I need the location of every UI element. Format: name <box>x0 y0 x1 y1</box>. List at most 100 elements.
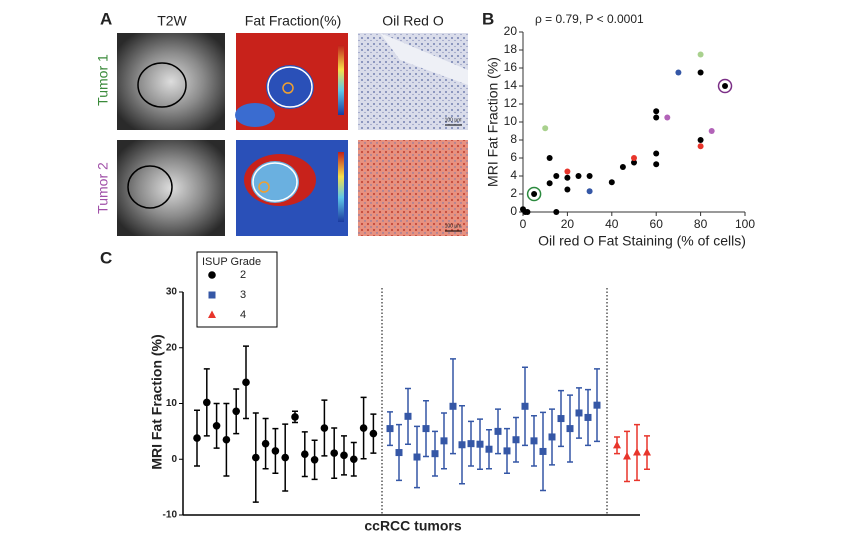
y-tick-label: 10 <box>166 398 178 409</box>
marker <box>530 437 538 445</box>
marker <box>203 398 211 407</box>
marker <box>566 425 574 433</box>
y-tick-label: 18 <box>504 42 518 56</box>
marker <box>208 310 216 318</box>
y-tick-label: 0 <box>171 454 177 465</box>
y-axis-label: MRI Fat Fraction (%) <box>149 334 165 469</box>
point <box>546 180 553 187</box>
panel-label: B <box>482 9 494 28</box>
marker <box>212 422 221 430</box>
row-label: Tumor 1 <box>95 54 111 106</box>
x-tick-label: 40 <box>605 217 619 231</box>
marker <box>404 412 412 420</box>
t2w-image <box>117 33 225 130</box>
point <box>553 209 560 215</box>
point <box>564 168 571 175</box>
y-axis-label: MRI Fat Fraction (%) <box>485 57 501 187</box>
point <box>586 188 593 195</box>
x-tick-label: 0 <box>520 217 527 231</box>
marker <box>208 271 216 279</box>
marker <box>575 409 583 417</box>
column-header: Fat Fraction(%) <box>245 13 341 29</box>
point <box>722 83 729 89</box>
point <box>608 179 615 186</box>
roi-outline <box>258 181 270 193</box>
t2w-image <box>117 140 225 236</box>
point <box>708 128 715 134</box>
marker <box>271 447 280 455</box>
oil-red-image <box>358 140 468 236</box>
y-tick-label: 20 <box>504 24 518 38</box>
y-tick-label: 6 <box>510 150 517 164</box>
x-tick-label: 100 <box>735 217 755 231</box>
y-tick-label: -10 <box>163 510 178 521</box>
marker <box>193 434 201 442</box>
marker <box>431 450 439 458</box>
x-axis-label: ccRCC tumors <box>364 518 461 534</box>
legend-label: 3 <box>240 289 246 301</box>
map-blob <box>251 161 299 203</box>
point <box>631 155 637 161</box>
column-header: Oil Red O <box>382 13 444 29</box>
point <box>631 159 637 166</box>
marker <box>503 447 511 455</box>
marker <box>359 424 368 432</box>
point <box>675 69 682 76</box>
legend-label: 2 <box>240 269 246 281</box>
point <box>653 108 660 115</box>
x-tick-label: 80 <box>694 217 708 231</box>
x-tick-label: 20 <box>561 217 575 231</box>
map-blob <box>266 65 314 109</box>
marker <box>261 439 270 448</box>
roi-outline <box>127 165 173 209</box>
marker <box>539 447 547 455</box>
marker <box>242 378 250 387</box>
point <box>564 186 571 193</box>
marker <box>521 402 529 410</box>
marker <box>557 415 565 423</box>
y-tick-label: 10 <box>504 114 518 128</box>
marker <box>633 448 641 456</box>
point <box>564 174 571 181</box>
point <box>697 143 704 150</box>
legend-label: 4 <box>240 309 246 321</box>
highlight-ring <box>717 78 733 94</box>
y-tick-label: 0 <box>510 204 517 218</box>
point <box>653 114 660 121</box>
scale-bar-label: 100 µm <box>445 117 462 123</box>
marker <box>310 456 319 464</box>
y-tick-label: 14 <box>504 78 518 92</box>
panel-label: A <box>100 9 112 28</box>
y-tick-label: 4 <box>510 168 517 182</box>
marker <box>320 424 329 432</box>
marker <box>449 402 457 410</box>
marker <box>623 451 631 460</box>
point <box>653 150 660 157</box>
panel-label: C <box>100 248 112 267</box>
legend-title: ISUP Grade <box>202 256 261 268</box>
point <box>546 155 553 161</box>
marker <box>208 291 216 299</box>
point <box>697 51 704 58</box>
marker <box>494 427 502 435</box>
tissue-gap <box>380 33 468 85</box>
annotation: ρ = 0.79, P < 0.0001 <box>535 12 644 26</box>
marker <box>413 453 421 461</box>
marker <box>440 437 448 445</box>
marker <box>467 440 475 448</box>
x-axis-label: Oil red O Fat Staining (% of cells) <box>538 233 746 249</box>
marker <box>369 429 378 438</box>
point <box>653 161 660 168</box>
point <box>664 114 671 121</box>
roi-outline <box>282 82 294 94</box>
point <box>575 173 582 179</box>
marker <box>252 453 260 462</box>
marker <box>476 440 484 448</box>
marker <box>485 445 493 453</box>
marker <box>222 435 231 444</box>
point <box>697 69 704 76</box>
marker <box>512 436 520 444</box>
roi-outline <box>267 66 313 108</box>
marker <box>548 433 556 441</box>
